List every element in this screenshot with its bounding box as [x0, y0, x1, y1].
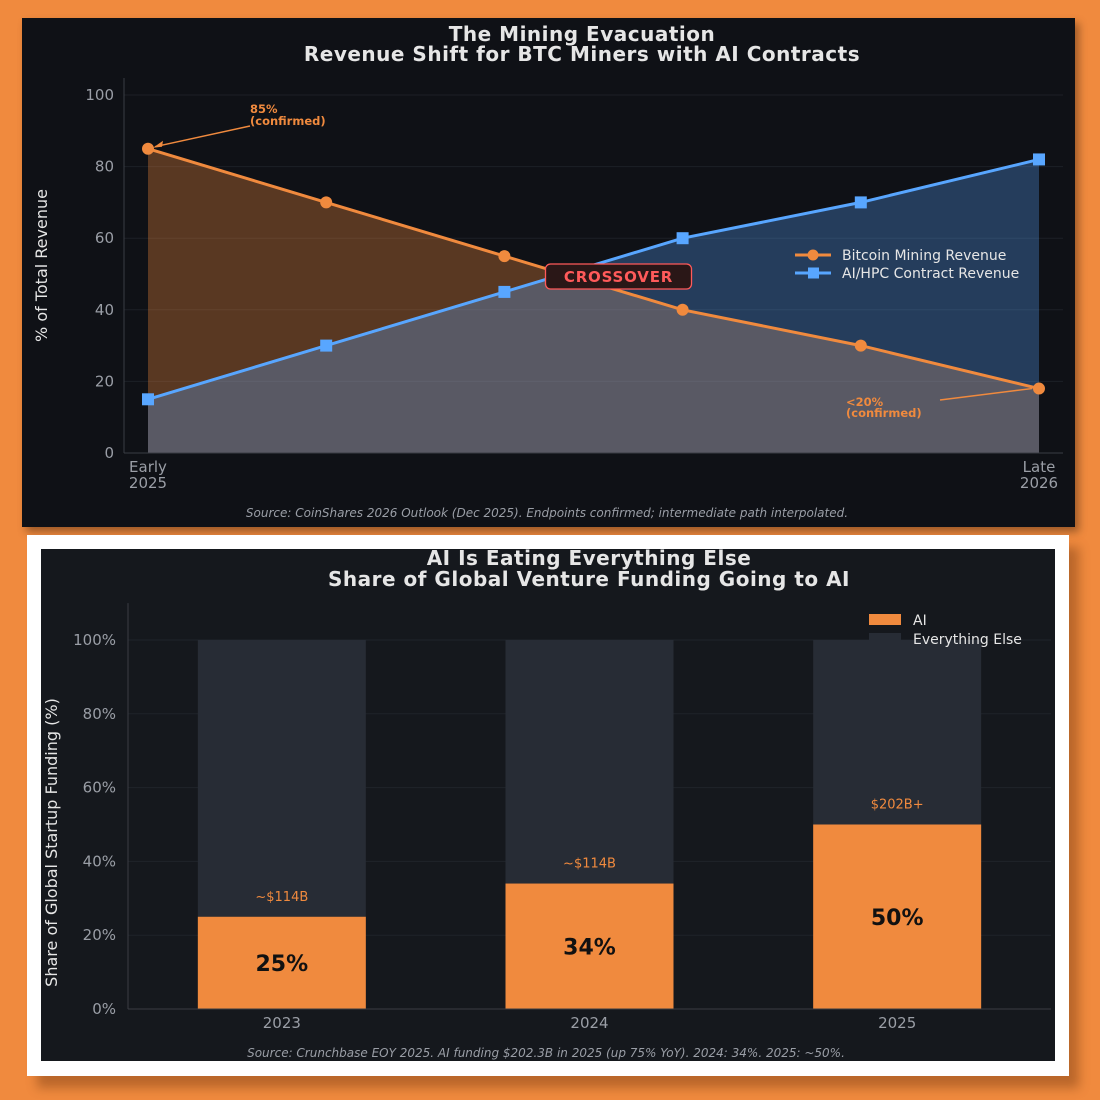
bar-ai	[505, 883, 674, 1009]
data-point-bitcoin	[320, 196, 333, 209]
data-point-bitcoin	[854, 339, 867, 352]
funding-amount-label: ~$114B	[563, 857, 616, 872]
venture-funding-chart-panel: 0% 20% 40% 60% 80% 100% 2023 2024 2025 25% ~$114B…	[41, 546, 1055, 1061]
x-tick-label: 2026	[1020, 474, 1058, 492]
legend-label: AI/HPC Contract Revenue	[842, 266, 1019, 282]
data-point-bitcoin	[1033, 382, 1045, 395]
y-tick-label: 100	[85, 86, 114, 104]
data-point-ai-hpc	[498, 285, 511, 298]
data-point-ai-hpc	[142, 393, 154, 406]
venture-funding-chart: 0% 20% 40% 60% 80% 100% 2023 2024 2025 25% ~$114B…	[42, 546, 1051, 1060]
annotation-arrow	[154, 125, 251, 148]
area-bitcoin	[148, 148, 1039, 453]
bar-everything-else	[813, 640, 982, 825]
y-tick-label: 100%	[73, 631, 116, 649]
annotation-85-note: (confirmed)	[250, 114, 326, 128]
y-tick-label: 20	[95, 372, 114, 390]
data-point-ai-hpc	[320, 339, 333, 352]
crossover-label: CROSSOVER	[564, 268, 673, 286]
y-axis-label: % of Total Revenue	[32, 189, 51, 342]
x-tick-label: 2025	[878, 1014, 916, 1032]
data-point-ai-hpc	[676, 232, 689, 245]
bar-value-label: 25%	[255, 952, 308, 977]
bar-value-label: 50%	[871, 906, 924, 931]
y-tick-label: 60	[95, 229, 114, 247]
source-note: Source: CoinShares 2026 Outlook (Dec 202…	[246, 506, 848, 520]
data-point-ai-hpc	[1033, 153, 1045, 166]
x-tick-label: Early	[129, 458, 167, 476]
bar-ai	[813, 824, 982, 1009]
y-tick-label: 0	[104, 444, 114, 462]
chart-subtitle: Share of Global Venture Funding Going to…	[328, 567, 850, 591]
area-ai-hpc	[148, 159, 1039, 453]
annotation-20-note: (confirmed)	[846, 406, 922, 420]
chart-title: AI Is Eating Everything Else	[427, 546, 752, 570]
source-note: Source: Crunchbase EOY 2025. AI funding …	[247, 1046, 845, 1060]
y-tick-label: 40	[95, 301, 114, 319]
annotation-arrowhead	[153, 140, 163, 148]
y-tick-label: 0%	[92, 1000, 116, 1018]
bar-everything-else	[197, 640, 366, 917]
legend-label: Bitcoin Mining Revenue	[842, 248, 1006, 264]
legend-label: Everything Else	[913, 632, 1022, 648]
legend-swatch-ai	[869, 614, 901, 625]
legend-marker-bitcoin	[807, 249, 819, 261]
funding-amount-label: ~$114B	[255, 890, 308, 905]
data-point-ai-hpc	[854, 196, 867, 209]
funding-amount-label: $202B+	[871, 798, 924, 813]
legend-marker-ai-hpc	[808, 267, 819, 279]
chart-subtitle: Revenue Shift for BTC Miners with AI Con…	[304, 42, 860, 66]
y-axis-label: Share of Global Startup Funding (%)	[42, 698, 61, 987]
data-point-bitcoin	[498, 250, 511, 263]
annotation-85-value: 85%	[250, 102, 278, 116]
data-point-bitcoin	[142, 142, 154, 155]
y-tick-label: 20%	[83, 926, 116, 944]
annotation-arrow	[939, 387, 1033, 401]
y-tick-label: 80%	[83, 705, 116, 723]
x-tick-label: 2025	[129, 474, 167, 492]
data-point-bitcoin	[676, 303, 689, 316]
bar-ai	[197, 916, 366, 1009]
venture-funding-chart-frame: 0% 20% 40% 60% 80% 100% 2023 2024 2025 25% ~$114B…	[27, 535, 1069, 1076]
legend-label: AI	[913, 613, 927, 629]
y-tick-label: 40%	[83, 852, 116, 870]
annotation-20-value: <20%	[846, 395, 884, 409]
x-tick-label: Late	[1023, 458, 1056, 476]
bar-value-label: 34%	[563, 935, 616, 960]
x-tick-label: 2023	[263, 1014, 301, 1032]
crossover-badge	[544, 263, 693, 290]
y-tick-label: 60%	[83, 779, 116, 797]
x-tick-label: 2024	[570, 1014, 608, 1032]
bar-everything-else	[505, 640, 674, 884]
chart-title: The Mining Evacuation	[449, 22, 715, 46]
legend-swatch-everything-else	[869, 633, 901, 644]
y-tick-label: 80	[95, 158, 114, 176]
mining-evacuation-chart-panel: 0 20 40 60 80 100 Early 2025 Late 2026 85% (confir…	[22, 18, 1075, 527]
